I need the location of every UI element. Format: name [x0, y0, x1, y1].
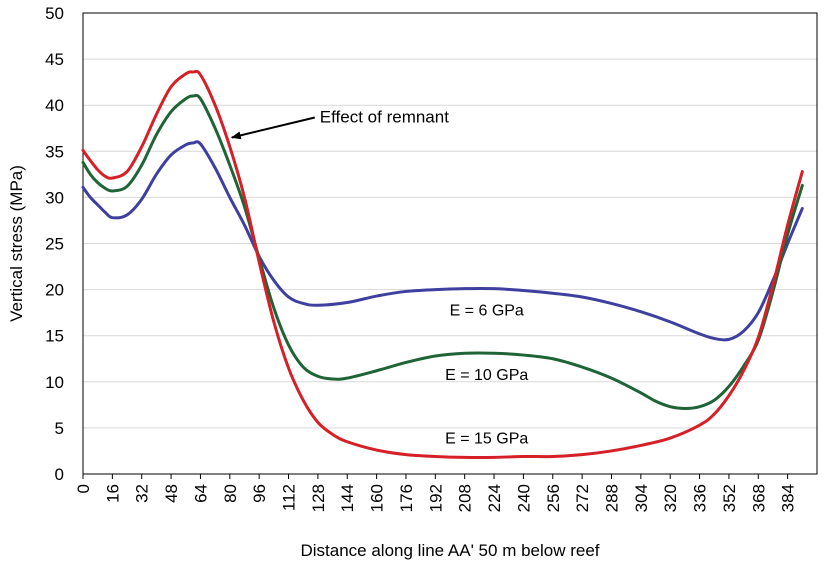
x-tick-label: 336 [691, 484, 710, 512]
x-tick-label: 80 [221, 484, 240, 503]
series-line-2 [81, 69, 804, 460]
y-tick-label: 45 [45, 50, 64, 69]
y-tick-label: 40 [45, 96, 64, 115]
x-tick-label: 352 [720, 484, 739, 512]
y-tick-label: 5 [55, 419, 64, 438]
y-axis-title: Vertical stress (MPa) [7, 165, 26, 322]
x-tick-label: 384 [779, 484, 798, 512]
x-tick-label: 208 [456, 484, 475, 512]
y-axis-ticks: 0 5 10 15 20 25 30 35 40 45 50 [45, 4, 64, 484]
x-tick-label: 272 [573, 484, 592, 512]
series-labels: E = 6 GPa E = 10 GPa E = 15 GPa [445, 302, 528, 447]
series-lines [81, 69, 804, 460]
x-tick-label: 192 [426, 484, 445, 512]
y-tick-label: 35 [45, 142, 64, 161]
y-tick-label: 50 [45, 4, 64, 23]
x-tick-label: 176 [397, 484, 416, 512]
x-tick-label: 32 [133, 484, 152, 503]
x-tick-label: 16 [103, 484, 122, 503]
series-line-1 [81, 93, 804, 411]
y-tick-label: 15 [45, 327, 64, 346]
annotation-arrow [230, 116, 316, 140]
series-label-1: E = 10 GPa [445, 367, 528, 384]
annotation-text: Effect of remnant [320, 107, 449, 126]
x-tick-label: 128 [309, 484, 328, 512]
x-tick-label: 368 [749, 484, 768, 512]
x-tick-label: 288 [602, 484, 621, 512]
x-tick-label: 64 [191, 484, 210, 503]
series-label-2: E = 15 GPa [445, 431, 528, 448]
x-tick-label: 256 [544, 484, 563, 512]
y-tick-label: 0 [55, 465, 64, 484]
y-tick-label: 10 [45, 373, 64, 392]
y-tick-label: 20 [45, 281, 64, 300]
x-tick-label: 144 [338, 484, 357, 512]
x-tick-label: 0 [74, 484, 93, 493]
annotation: Effect of remnant [230, 107, 449, 140]
x-tick-label: 160 [368, 484, 387, 512]
plot-area-frame [82, 12, 818, 475]
x-axis-ticks: 0 16 32 48 64 80 96 112 128 144 160 176 192 208 224 240… [74, 474, 798, 512]
y-tick-label: 30 [45, 188, 64, 207]
x-tick-label: 48 [162, 484, 181, 503]
series-line-0 [81, 140, 804, 342]
x-tick-label: 96 [250, 484, 269, 503]
x-tick-label: 112 [280, 484, 299, 511]
y-tick-label: 25 [45, 235, 64, 254]
series-label-0: E = 6 GPa [450, 302, 524, 319]
x-tick-label: 240 [514, 484, 533, 512]
x-tick-label: 224 [485, 484, 504, 512]
x-tick-label: 304 [632, 484, 651, 512]
x-axis-title: Distance along line AA' 50 m below reef [300, 541, 599, 560]
x-tick-label: 320 [661, 484, 680, 512]
